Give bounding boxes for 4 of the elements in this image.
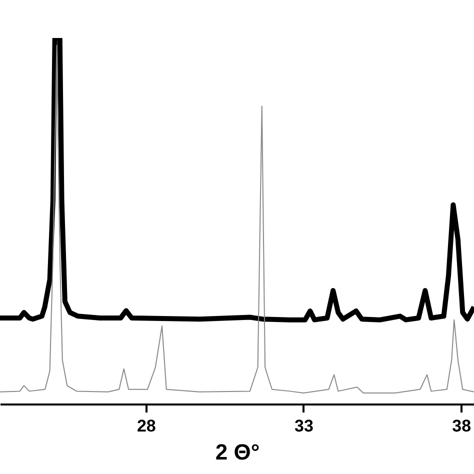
x-tick-label: 33 bbox=[294, 416, 314, 436]
x-axis-title: 2 Θ° bbox=[215, 440, 260, 464]
x-tick-label: 38 bbox=[452, 416, 472, 436]
x-tick-label: 28 bbox=[136, 416, 156, 436]
